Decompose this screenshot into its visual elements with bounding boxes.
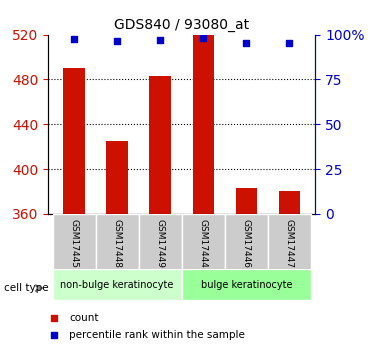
Point [157, 37, 163, 42]
Point [200, 35, 206, 41]
Point [286, 40, 292, 45]
Bar [150, 76, 171, 214]
Text: cell type: cell type [4, 283, 48, 293]
FancyBboxPatch shape [53, 214, 96, 273]
Point [247, 77, 253, 82]
Point [243, 40, 249, 45]
Text: GSM17448: GSM17448 [113, 219, 122, 268]
Bar [193, 34, 214, 214]
FancyBboxPatch shape [96, 214, 139, 273]
Title: GDS840 / 93080_at: GDS840 / 93080_at [114, 18, 249, 32]
Bar [63, 68, 85, 214]
FancyBboxPatch shape [268, 214, 311, 273]
Text: percentile rank within the sample: percentile rank within the sample [69, 330, 245, 339]
Point [71, 36, 77, 42]
Bar [279, 191, 300, 214]
FancyBboxPatch shape [225, 214, 268, 273]
Text: bulge keratinocyte: bulge keratinocyte [201, 280, 292, 289]
Bar [106, 141, 128, 214]
Text: non-bulge keratinocyte: non-bulge keratinocyte [60, 280, 174, 289]
FancyBboxPatch shape [182, 214, 225, 273]
Point [114, 38, 120, 43]
Text: GSM17449: GSM17449 [156, 219, 165, 268]
Text: count: count [69, 313, 99, 323]
Point [247, 227, 253, 233]
FancyBboxPatch shape [139, 214, 182, 273]
Text: GSM17445: GSM17445 [70, 219, 79, 268]
FancyBboxPatch shape [182, 269, 311, 300]
Text: GSM17447: GSM17447 [285, 219, 294, 268]
Text: GSM17444: GSM17444 [199, 219, 208, 268]
Text: GSM17446: GSM17446 [242, 219, 251, 268]
FancyBboxPatch shape [53, 269, 182, 300]
Bar [236, 188, 257, 214]
